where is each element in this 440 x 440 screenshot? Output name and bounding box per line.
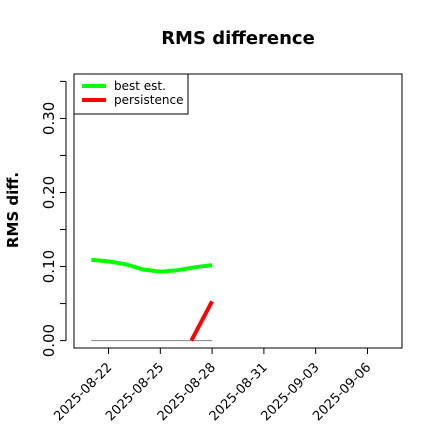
- plot-area: [91, 257, 214, 342]
- legend-label: best est.: [114, 79, 166, 93]
- y-tick-label: 0.20: [40, 176, 58, 209]
- y-tick-label: 0.00: [40, 324, 58, 357]
- plot-frame: [73, 73, 403, 349]
- y-axis: 0.00 0.10 0.20 0.30: [40, 80, 67, 357]
- series-line-persistence: [189, 300, 214, 342]
- y-tick-label: 0.10: [40, 250, 58, 283]
- x-axis: 2025-08-222025-08-252025-08-282025-08-31…: [51, 347, 374, 424]
- y-axis-label: RMS diff.: [4, 172, 22, 248]
- legend-box: [73, 73, 189, 115]
- y-tick-label: 0.30: [40, 102, 58, 135]
- legend-label: persistence: [114, 93, 183, 107]
- chart-title: RMS difference: [161, 28, 315, 49]
- legend: best est.persistence: [73, 73, 189, 115]
- series-line-best-est-: [91, 257, 213, 274]
